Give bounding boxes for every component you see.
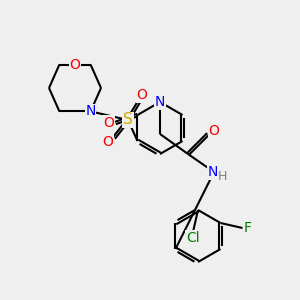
Text: O: O [136,88,147,102]
Text: Cl: Cl [186,231,200,245]
Text: O: O [208,124,219,138]
Text: S: S [123,112,133,128]
Text: O: O [70,58,80,72]
Text: N: N [85,104,96,118]
Text: F: F [244,221,251,235]
Text: O: O [103,116,114,130]
Text: O: O [103,135,113,149]
Text: H: H [217,169,227,182]
Text: N: N [155,95,165,109]
Text: N: N [208,165,218,179]
